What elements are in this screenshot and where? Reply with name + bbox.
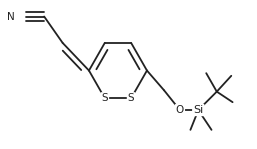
Text: S: S: [128, 93, 134, 103]
Text: S: S: [102, 93, 108, 103]
Text: N: N: [7, 11, 15, 21]
Text: O: O: [176, 105, 184, 115]
Text: Si: Si: [193, 105, 204, 115]
